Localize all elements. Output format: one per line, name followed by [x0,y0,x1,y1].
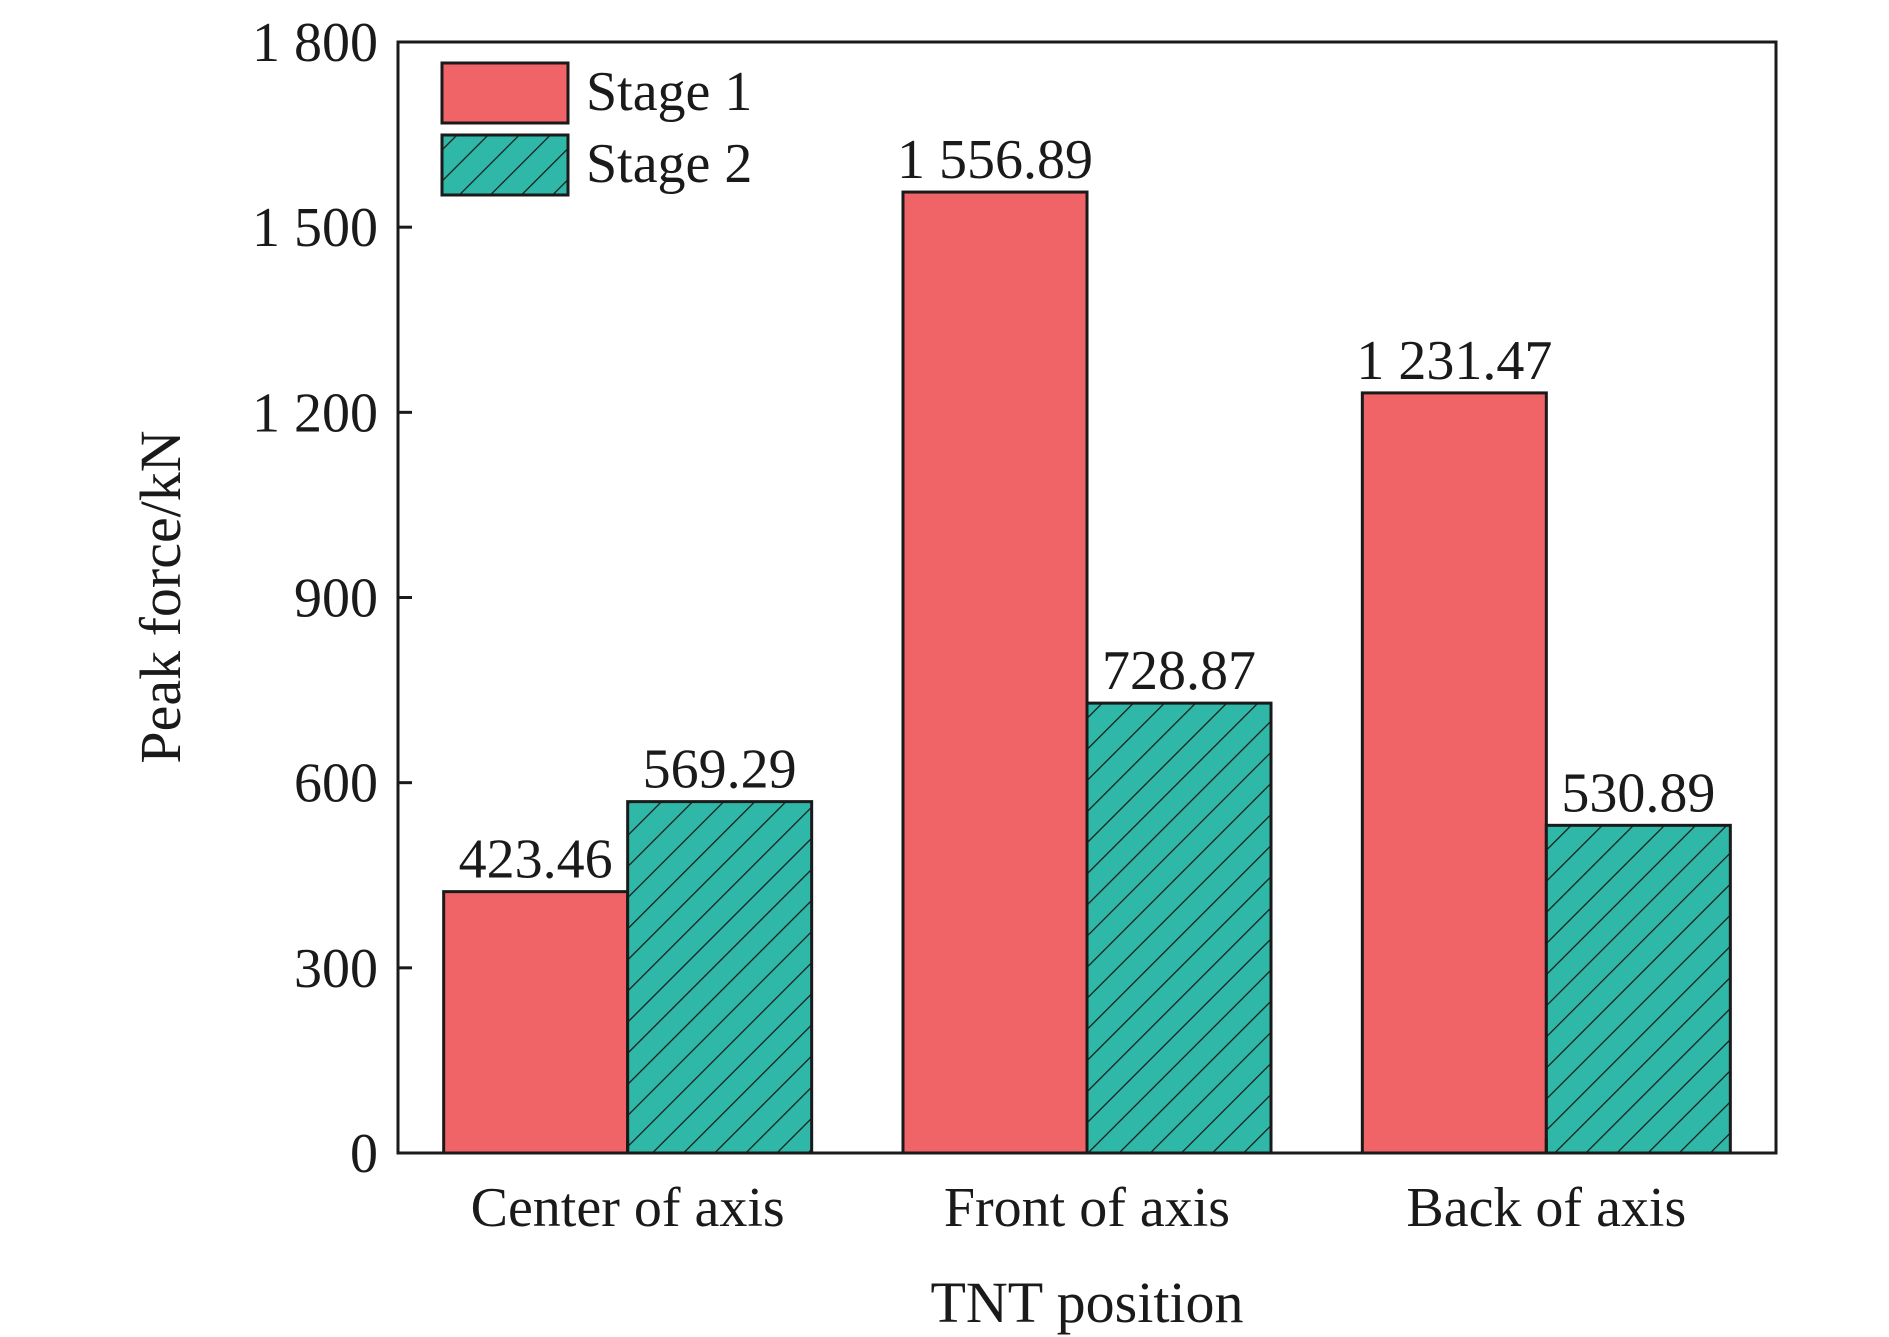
bar-value-label: 423.46 [459,829,613,891]
bar-value-label: 1 231.47 [1356,330,1552,392]
y-axis-title: Peak force/kN [128,430,193,763]
legend-swatch [440,133,570,197]
bar-stage-1 [1360,391,1548,1155]
x-category-label: Front of axis [944,1177,1230,1239]
y-tick-label: 1 200 [252,382,378,444]
bar-value-label: 1 556.89 [897,129,1093,191]
bar-value-label: 728.87 [1102,640,1256,702]
x-axis-title: TNT position [930,1270,1243,1335]
bar-value-label: 530.89 [1561,762,1715,824]
x-category-label: Back of axis [1406,1177,1686,1239]
x-axis: Center of axis Front of axis Back of axis [471,1139,1686,1239]
legend-swatch [440,61,570,125]
y-tick-label: 900 [294,568,378,630]
bar-value-label: 569.29 [643,739,797,801]
y-tick-label: 1 500 [252,197,378,259]
y-tick-label: 0 [350,1123,378,1185]
bar-stage-1 [442,890,630,1155]
bar-labels-group: 423.46 569.29 1 556.89 728.87 1 231.47 530.89 [459,129,1716,891]
y-tick-label: 300 [294,938,378,1000]
x-category-label: Center of axis [471,1177,785,1239]
bar-stage-2 [1085,701,1273,1155]
bar-stage-1 [901,190,1089,1155]
y-axis: 0 300 600 900 1 200 1 500 1 800 [252,12,412,1185]
legend-label: Stage 1 [586,61,752,123]
legend-label: Stage 2 [586,133,752,195]
bar-stage-2 [1544,823,1732,1155]
y-tick-label: 1 800 [252,12,378,74]
bar-stage-2 [626,800,814,1155]
legend: Stage 1 Stage 2 [440,61,752,197]
y-tick-label: 600 [294,753,378,815]
bars-group [442,190,1732,1155]
